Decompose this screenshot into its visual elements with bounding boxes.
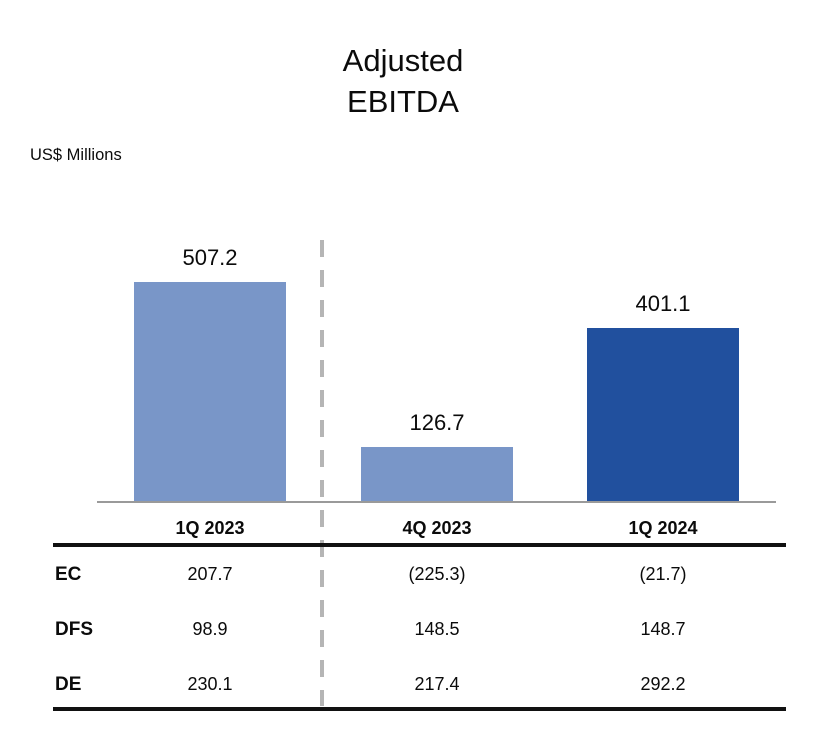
cell-value: 217.4 [414,674,460,694]
chart-title-line2: EBITDA [347,84,459,119]
bar-group-1q-2023: 507.2 [134,245,286,502]
bar-group-1q-2024: 401.1 [587,291,739,502]
bar-value-label: 507.2 [182,245,238,270]
cell-value: 148.5 [414,619,460,639]
cell-value: 207.7 [187,564,233,584]
bar-value-label: 401.1 [635,291,691,316]
bar-1q-2024 [587,328,739,502]
cell-value: 292.2 [640,674,686,694]
category-label: 1Q 2024 [628,518,698,538]
bar-value-label: 126.7 [409,410,465,435]
x-axis-line [97,501,776,503]
table-bottom-rule [53,707,786,711]
cell-value: (225.3) [408,564,466,584]
chart-title: Adjusted EBITDA [103,40,703,122]
row-label: DE [55,674,82,695]
category-label: 1Q 2023 [175,518,245,538]
bar-4q-2023 [361,447,513,502]
cell-value: 230.1 [187,674,233,694]
chart-title-line1: Adjusted [342,43,464,78]
row-label: EC [55,564,82,585]
bar-1q-2023 [134,282,286,502]
bar-group-4q-2023: 126.7 [361,410,513,502]
row-label: DFS [55,619,93,640]
cell-value: 148.7 [640,619,686,639]
units-label: US$ Millions [30,146,122,164]
cell-value: (21.7) [639,564,687,584]
period-divider-line [320,240,324,706]
cell-value: 98.9 [192,619,228,639]
category-label: 4Q 2023 [402,518,472,538]
table-top-rule [53,543,786,547]
